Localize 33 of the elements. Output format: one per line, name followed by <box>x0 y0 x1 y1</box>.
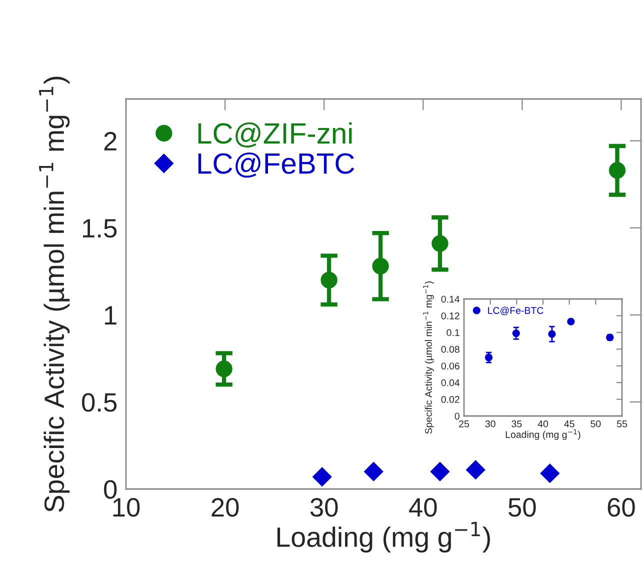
x-tick-label: 30 <box>310 498 338 517</box>
x-tick-label: 45 <box>564 420 574 428</box>
legend-label: LC@FeBTC <box>198 152 354 178</box>
y-tick-label: 0.06 <box>441 362 460 370</box>
y-tick-label: 0.08 <box>441 346 460 353</box>
y-tick-label: 0.14 <box>441 296 460 303</box>
x-tick-label: 55 <box>616 420 627 428</box>
x-tick-label: 20 <box>212 498 239 517</box>
y-axis-title: Specific Activity (µmol min$^{−1}$ mg$^{−1}$) <box>423 281 434 434</box>
x-tick-label: 35 <box>512 420 522 428</box>
x-axis-title: Loading (mg g$^{−1}$) <box>277 522 490 553</box>
x-axis-title: Loading (mg g$^{−1}$) <box>506 429 580 440</box>
legend-label: LC@ZIF-zni <box>198 122 352 148</box>
x-tick-label: 10 <box>113 498 140 517</box>
x-tick-label: 25 <box>459 420 469 428</box>
x-tick-label: 50 <box>590 420 601 428</box>
x-tick-label: 40 <box>538 420 548 428</box>
y-tick-label: 0.04 <box>441 379 460 386</box>
x-tick-label: 30 <box>485 420 496 428</box>
y-tick-label: 0.5 <box>82 393 117 412</box>
y-tick-label: 0.1 <box>446 329 460 336</box>
y-tick-label: 0.12 <box>441 312 460 320</box>
y-tick-label: 0.02 <box>441 396 460 403</box>
x-tick-label: 60 <box>608 498 635 517</box>
x-tick-label: 50 <box>508 498 536 517</box>
y-tick-label: 2 <box>104 132 116 150</box>
y-tick-label: 0 <box>454 412 460 420</box>
y-tick-label: 0 <box>104 480 117 499</box>
x-tick-label: 40 <box>409 498 437 517</box>
y-tick-label: 1 <box>105 306 116 324</box>
y-tick-label: 1.5 <box>83 219 117 238</box>
y-axis-title: Specific Activity (µmol min$^{−1}$ mg$^{−1}$) <box>39 76 70 512</box>
legend-label: LC@Fe-BTC <box>488 306 544 316</box>
